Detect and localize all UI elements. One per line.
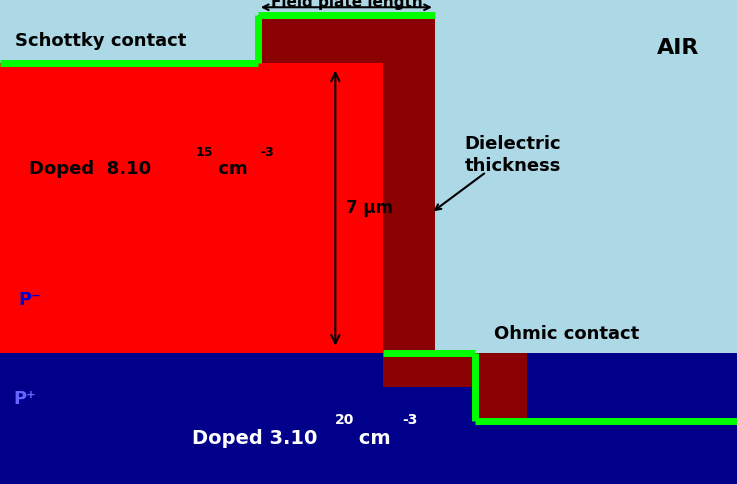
Text: 7 μm: 7 μm xyxy=(346,199,394,217)
Bar xyxy=(0,353,737,484)
Text: 15: 15 xyxy=(195,146,213,159)
Text: -3: -3 xyxy=(260,146,274,159)
Bar xyxy=(258,15,435,63)
Text: Dielectric
thickness: Dielectric thickness xyxy=(464,135,561,175)
Text: P⁺: P⁺ xyxy=(13,390,36,408)
Text: -3: -3 xyxy=(402,413,418,426)
Text: cm: cm xyxy=(352,428,391,448)
Text: AIR: AIR xyxy=(657,38,699,59)
Bar xyxy=(0,63,383,353)
Text: Doped  8.10: Doped 8.10 xyxy=(29,160,152,179)
Bar xyxy=(383,353,527,387)
Text: Schottky contact: Schottky contact xyxy=(15,32,186,50)
Text: 20: 20 xyxy=(335,413,354,426)
Bar xyxy=(383,63,435,353)
Text: Doped 3.10: Doped 3.10 xyxy=(192,428,317,448)
Text: Field plate length: Field plate length xyxy=(270,0,422,10)
Text: Ohmic contact: Ohmic contact xyxy=(494,325,639,343)
Bar xyxy=(475,353,527,421)
Text: cm: cm xyxy=(212,160,248,179)
Text: P⁻: P⁻ xyxy=(18,291,41,309)
